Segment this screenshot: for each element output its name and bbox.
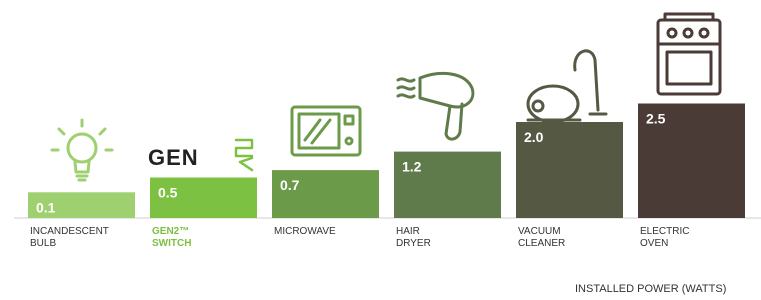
category-label: HAIR: [396, 226, 420, 237]
gen2-logo: GEN: [148, 145, 199, 170]
value-label: 0.1: [36, 199, 56, 215]
category-label: GEN2™: [152, 226, 189, 237]
microwave-icon: [292, 107, 360, 155]
value-label: 0.7: [280, 177, 300, 193]
category-label: OVEN: [640, 238, 668, 249]
category-label: SWITCH: [152, 238, 191, 249]
gen2-logo-mark: [236, 140, 252, 170]
oven-icon: [658, 14, 720, 94]
value-label: 1.2: [402, 159, 422, 175]
bulb-icon: [52, 120, 112, 180]
value-label: 0.5: [158, 185, 178, 201]
category-label: BULB: [30, 238, 56, 249]
category-label: ELECTRIC: [640, 226, 689, 237]
hair-dryer-icon: [398, 73, 473, 139]
category-label: DRYER: [396, 238, 431, 249]
category-label: MICROWAVE: [274, 226, 336, 237]
value-label: 2.0: [524, 129, 544, 145]
x-axis-label: INSTALLED POWER (WATTS): [575, 283, 726, 295]
category-label: CLEANER: [518, 238, 565, 249]
category-label: VACUUM: [518, 226, 561, 237]
value-label: 2.5: [646, 111, 666, 127]
vacuum-icon: [528, 51, 606, 122]
chart: GEN INSTALLED POWER (WATTS) 0.1 INCANDESC…: [0, 0, 761, 300]
category-label: INCANDESCENT: [30, 226, 109, 237]
